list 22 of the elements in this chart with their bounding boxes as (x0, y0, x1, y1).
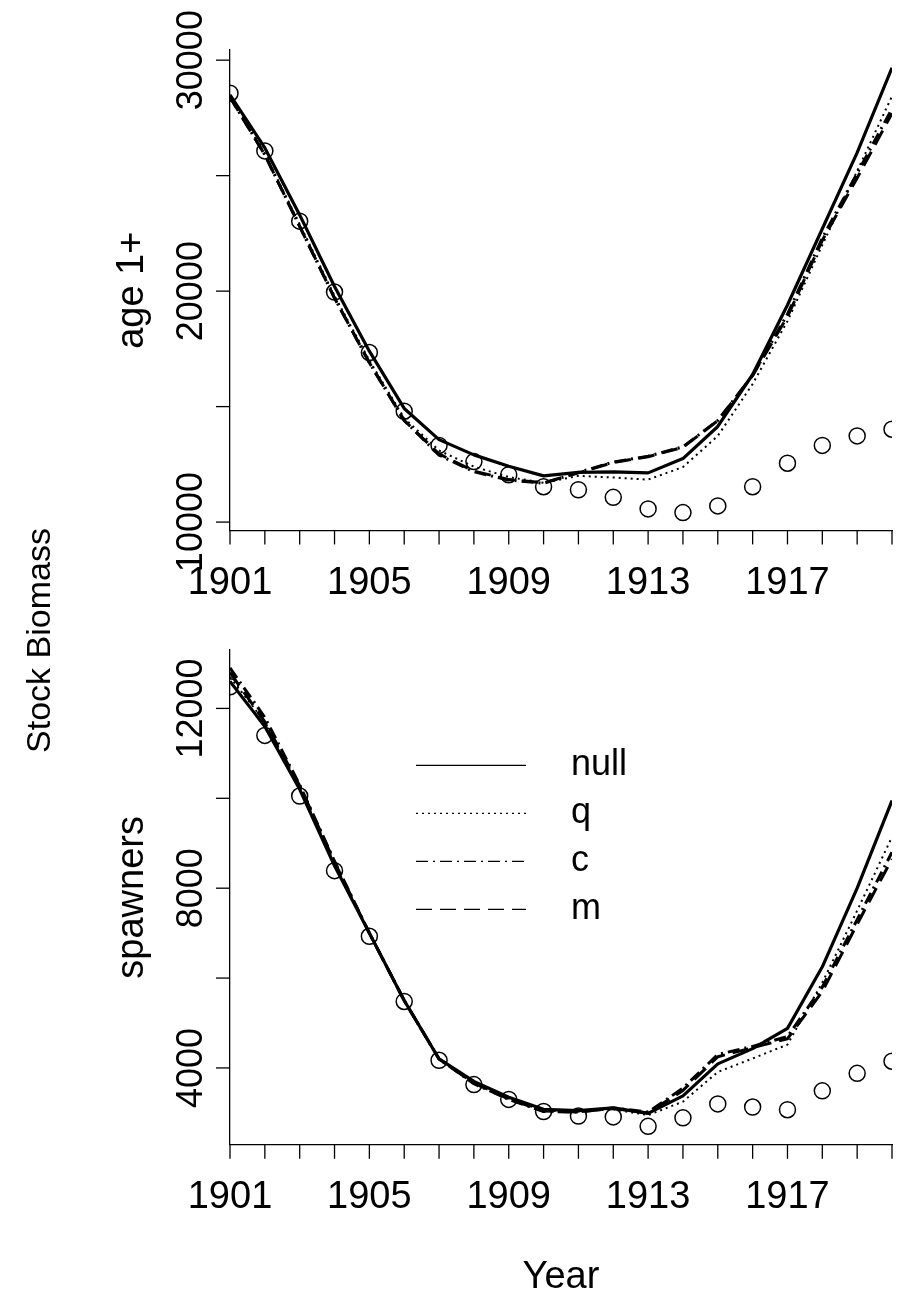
legend-label: null (571, 742, 628, 784)
x-tick-label: 1913 (605, 559, 691, 602)
legend-label: m (571, 886, 601, 928)
x-tick-label: 1909 (466, 1174, 552, 1217)
legend-label: c (571, 838, 589, 880)
y-axis-title: age 1+ (109, 231, 152, 349)
text: Stock Biomass (18, 527, 58, 753)
legend-label: q (571, 790, 592, 832)
y-tick-label: 12000 (168, 658, 210, 759)
y-tick-label: 30000 (168, 10, 210, 111)
x-tick-label: 1909 (466, 559, 552, 602)
x-tick-label: 1917 (745, 1174, 830, 1217)
y-tick-label: 8000 (168, 848, 210, 929)
x-tick-label: 1917 (745, 559, 830, 602)
y-tick-label: 4000 (168, 1027, 210, 1108)
x-tick-label: 1905 (327, 1174, 412, 1217)
y-axis-title: spawners (109, 816, 152, 979)
x-tick-label: 1901 (187, 1174, 273, 1217)
x-tick-label: 1905 (327, 559, 412, 602)
x-axis-title: Year (522, 1253, 600, 1296)
x-tick-label: 1913 (605, 1174, 691, 1217)
y-tick-label: 20000 (168, 241, 210, 342)
